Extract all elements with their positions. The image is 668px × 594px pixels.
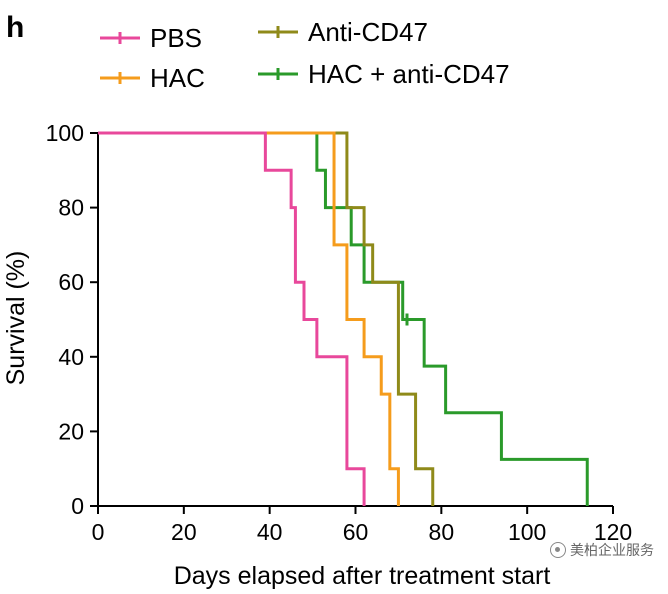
legend-label-hac-anti-cd47: HAC + anti-CD47 [308,59,510,89]
x-tick-label: 20 [171,519,197,545]
legend-label-anti-cd47: Anti-CD47 [308,17,428,47]
x-tick-label: 0 [92,519,105,545]
panel-label: h [6,11,24,44]
series-layer [98,131,589,506]
legend-label-hac: HAC [150,63,205,93]
series-line-hac [98,131,400,506]
y-tick-label: 80 [58,195,84,221]
x-tick-label: 100 [508,519,546,545]
y-tick-label: 40 [58,344,84,370]
y-tick-label: 60 [58,269,84,295]
x-tick-label: 120 [594,519,632,545]
x-axis-label: Days elapsed after treatment start [174,562,551,590]
y-tick-label: 0 [71,493,84,519]
y-tick-label: 20 [58,418,84,444]
legend-label-pbs: PBS [150,23,202,53]
axes: 0 20 40 60 80 100 120 0 20 40 60 80 100 [46,120,633,545]
legend: PBS HAC Anti-CD47 HAC + anti-CD47 [100,17,510,93]
series-line-hac-anti-cd47 [98,131,589,506]
series-line-anti-cd47 [98,131,435,506]
y-axis-label: Survival (%) [2,251,30,386]
watermark-text: 美柏企业服务 [570,543,654,559]
x-tick-label: 60 [343,519,369,545]
y-tick-label: 100 [46,120,84,146]
wechat-icon [550,542,566,558]
x-tick-label: 40 [257,519,283,545]
series-line-pbs [98,131,366,506]
x-tick-label: 80 [429,519,455,545]
watermark: 美柏企业服务 [550,540,654,560]
